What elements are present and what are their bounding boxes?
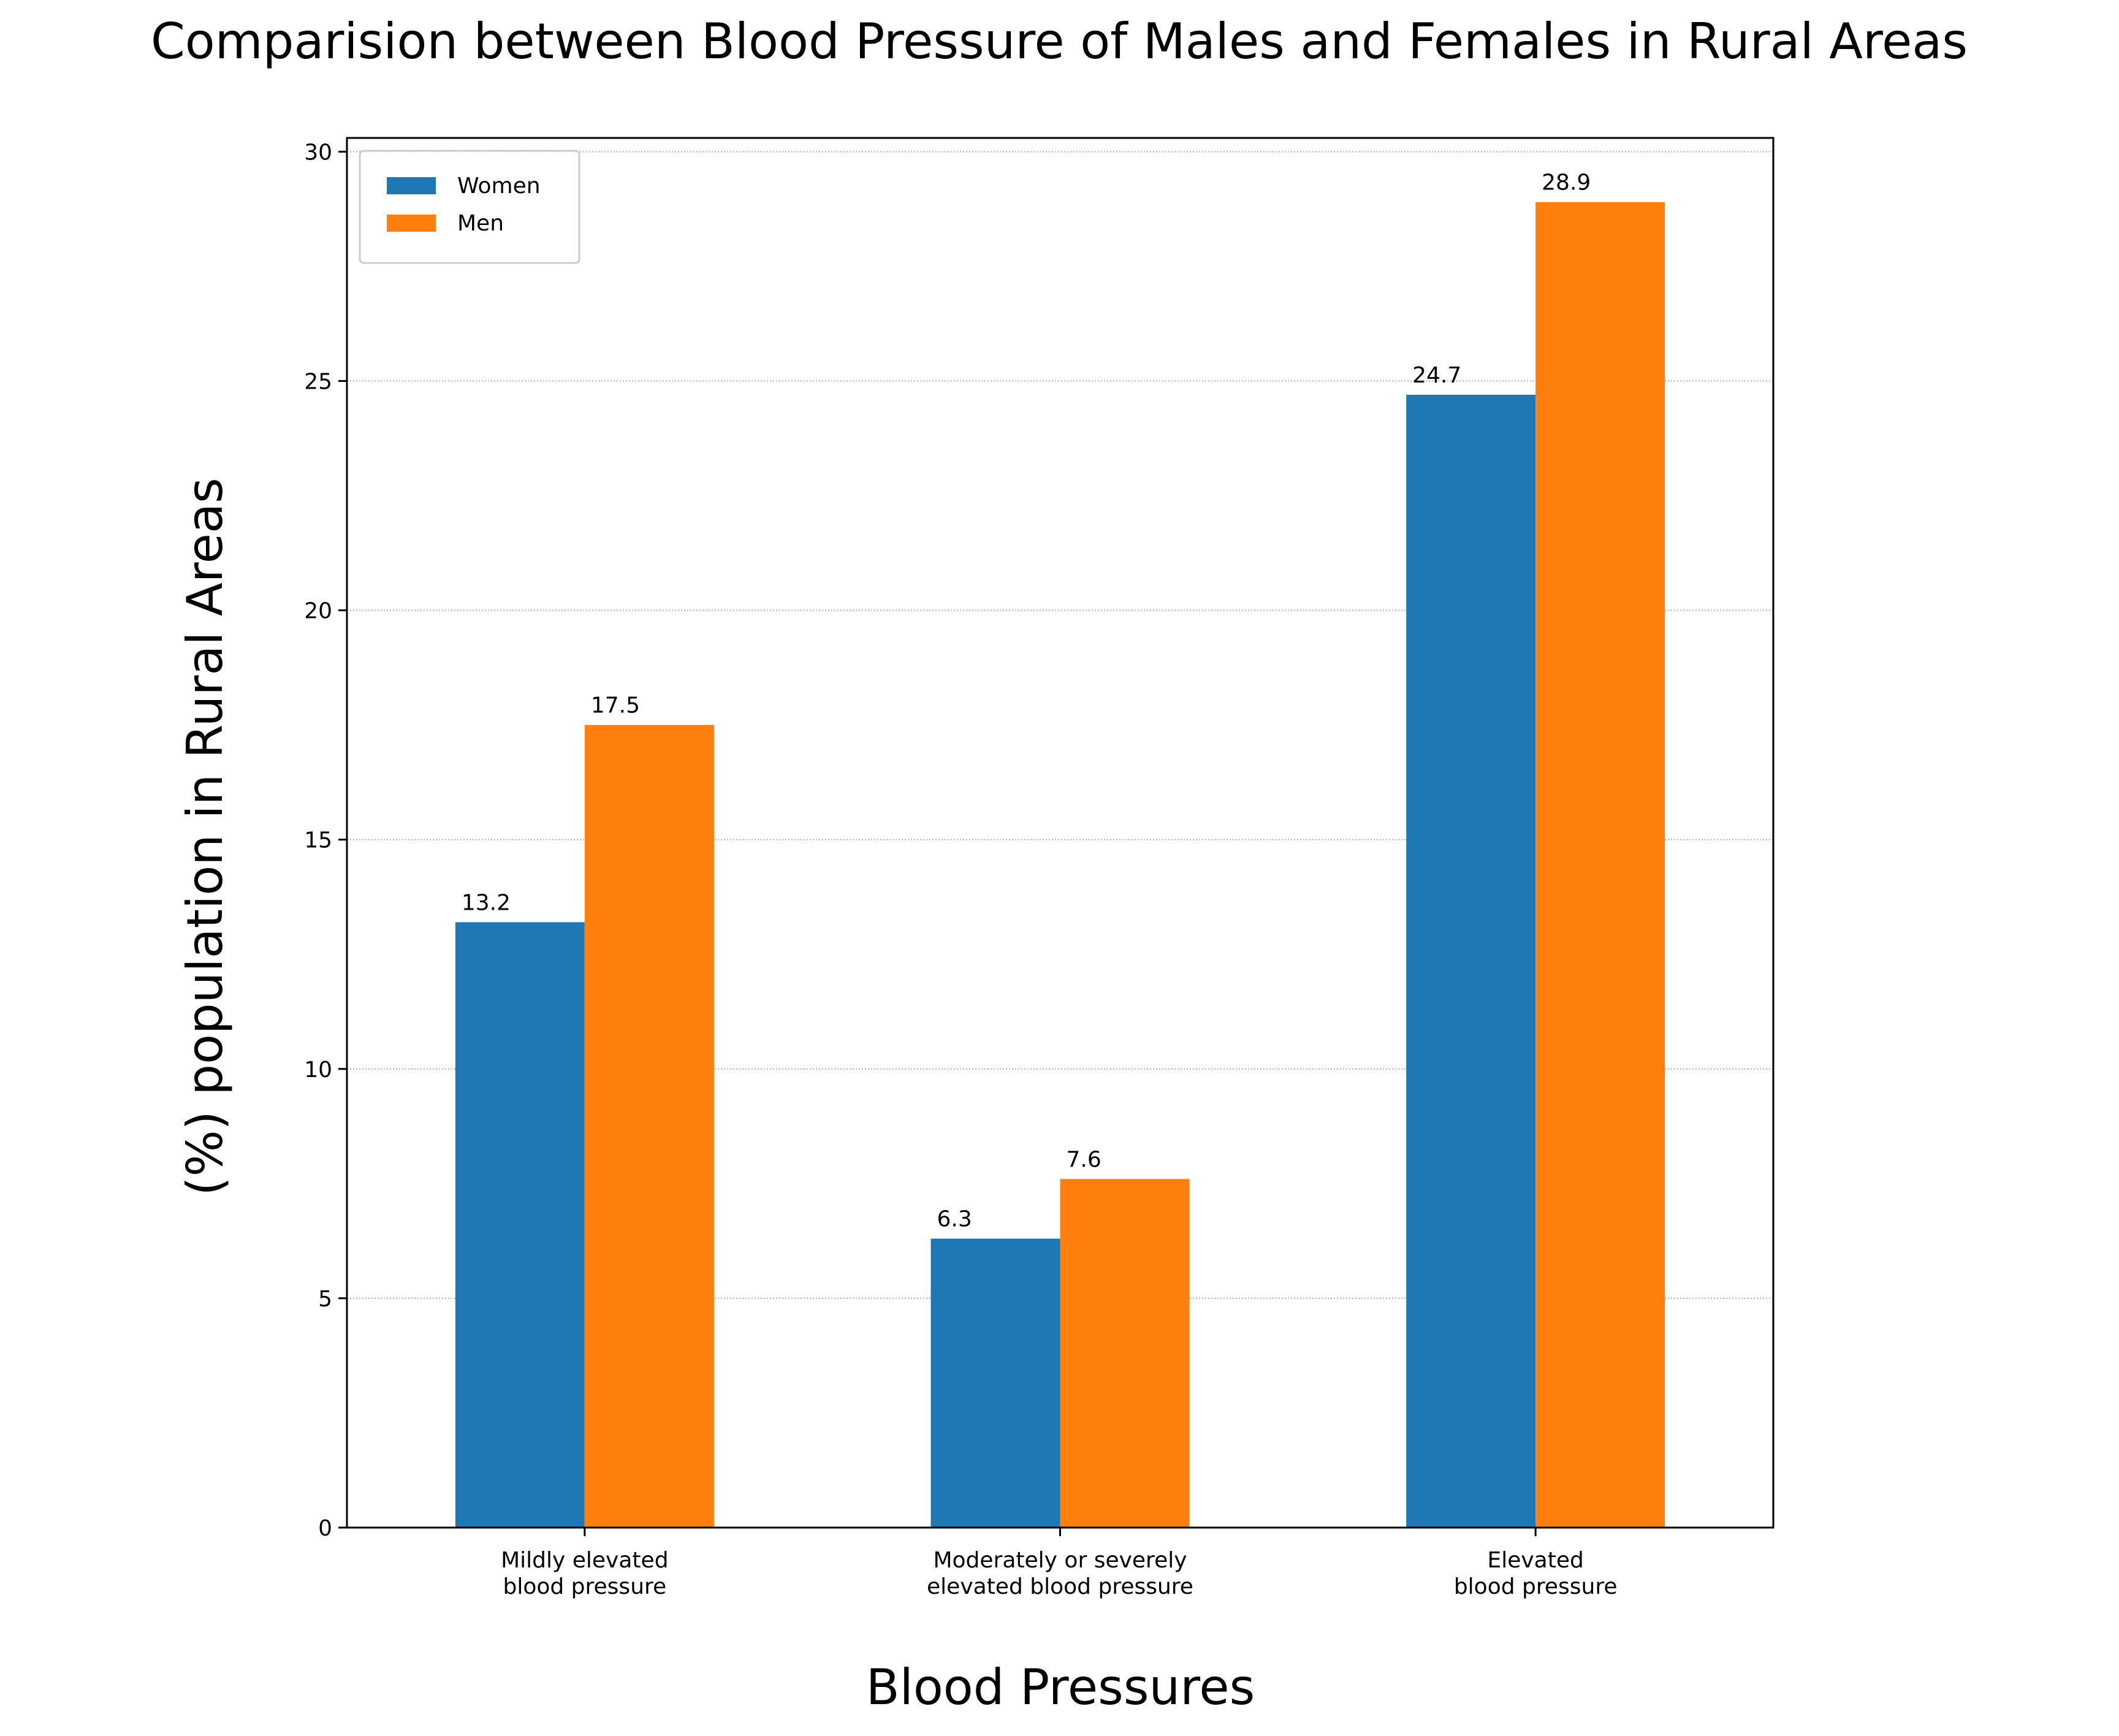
- y-tick-label: 20: [304, 599, 332, 624]
- x-tick-label: blood pressure: [1454, 1574, 1618, 1599]
- bars: [455, 202, 1665, 1528]
- bar-men: [584, 725, 714, 1528]
- y-tick-label: 10: [304, 1057, 332, 1083]
- y-axis-title: (%) population in Rural Areas: [177, 478, 234, 1195]
- legend-swatch-men: [387, 215, 436, 232]
- data-labels: 13.2 17.5 6.3 7.6 24.7 28.9: [462, 170, 1591, 1232]
- data-label: 17.5: [591, 693, 640, 718]
- x-tick-label: blood pressure: [503, 1574, 666, 1599]
- bar-men: [1060, 1179, 1190, 1528]
- legend-label-women: Women: [457, 173, 541, 199]
- data-label: 6.3: [937, 1207, 972, 1232]
- bar-men: [1535, 202, 1665, 1528]
- x-tick-label: Moderately or severely: [933, 1548, 1187, 1573]
- y-tick-label: 5: [318, 1287, 332, 1312]
- x-tick-label: Mildly elevated: [501, 1548, 668, 1573]
- y-tick-label: 15: [304, 828, 332, 853]
- legend-swatch-women: [387, 177, 436, 194]
- x-tick-label: elevated blood pressure: [927, 1574, 1193, 1599]
- bar-women: [930, 1238, 1060, 1528]
- x-axis-title: Blood Pressures: [866, 1659, 1255, 1716]
- y-tick-label: 0: [318, 1516, 332, 1541]
- legend: Women Men: [359, 150, 580, 264]
- data-label: 13.2: [462, 890, 511, 915]
- x-tick-label: Elevated: [1487, 1548, 1583, 1573]
- legend-label-men: Men: [457, 211, 504, 236]
- bar-women: [455, 922, 585, 1528]
- data-label: 7.6: [1067, 1147, 1101, 1172]
- y-tick-label: 25: [304, 370, 332, 395]
- chart-title: Comparision between Blood Pressure of Ma…: [151, 13, 1968, 70]
- data-label: 24.7: [1412, 363, 1461, 388]
- y-axis: 0 5 10 15 20 25 30: [304, 140, 347, 1541]
- data-label: 28.9: [1542, 170, 1591, 196]
- bar-women: [1406, 394, 1536, 1528]
- legend-box: [359, 150, 580, 264]
- y-tick-label: 30: [304, 140, 332, 165]
